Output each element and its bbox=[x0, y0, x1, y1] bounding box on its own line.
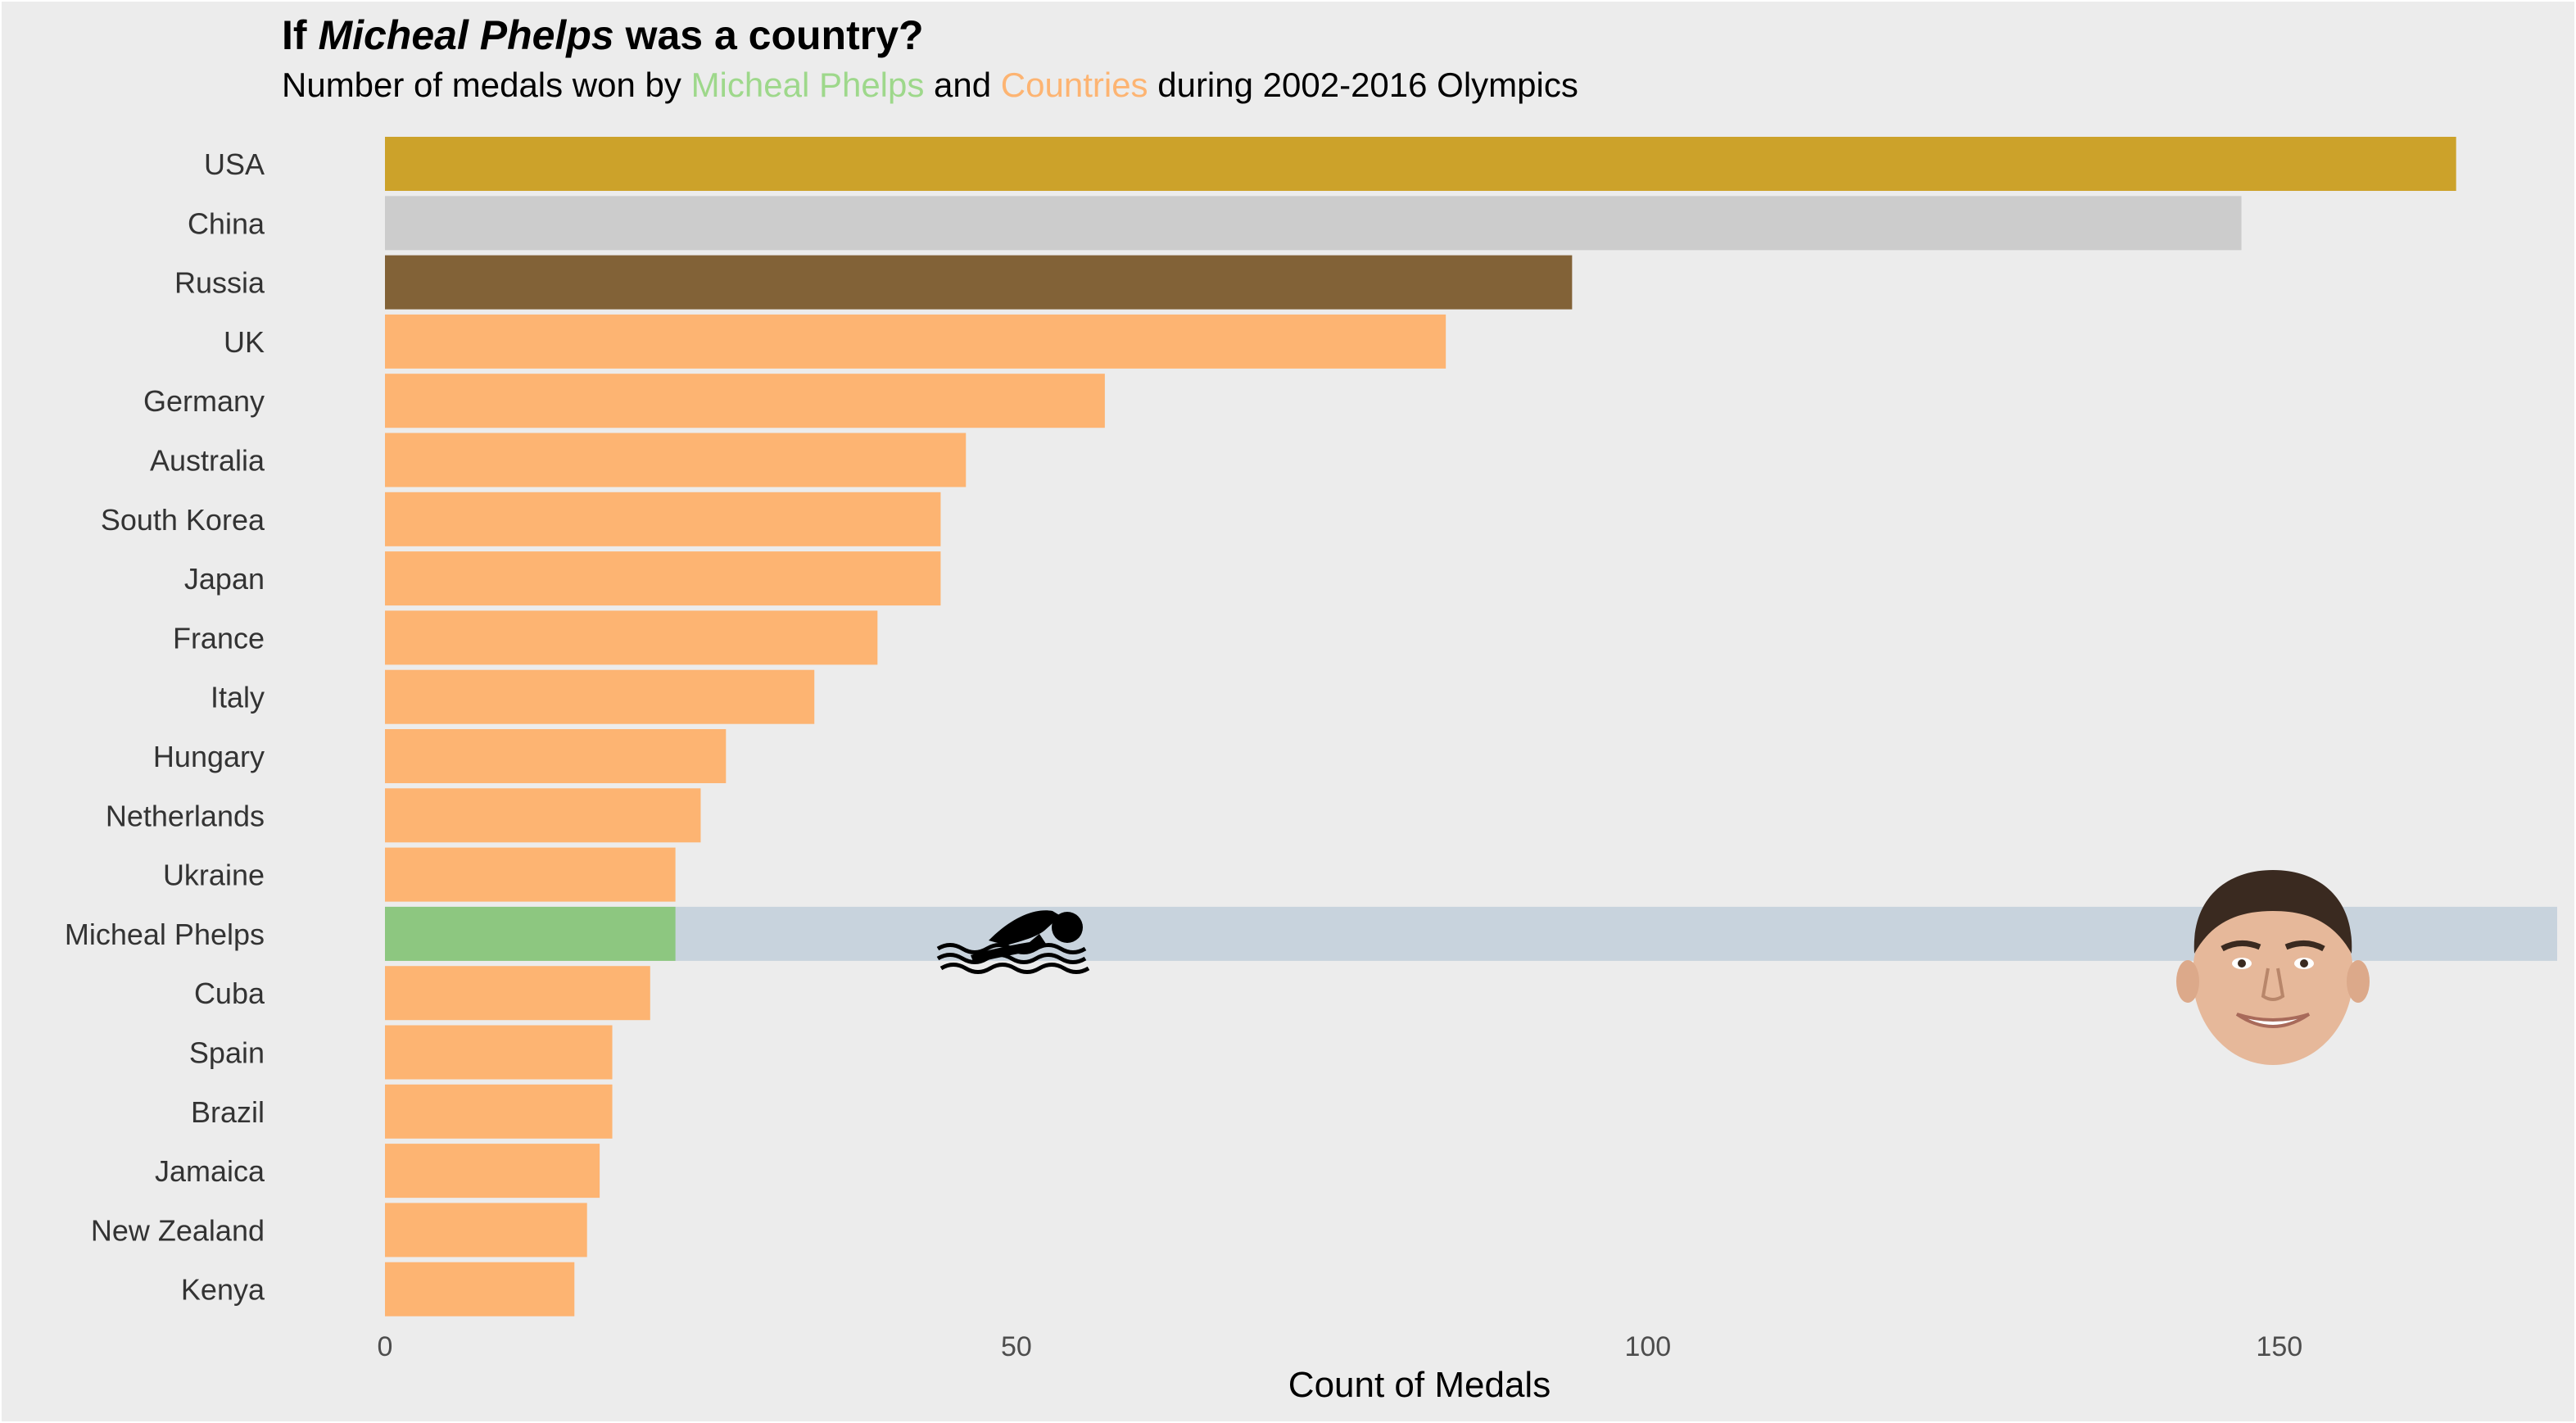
category-label-japan: Japan bbox=[184, 562, 265, 596]
category-label-australia: Australia bbox=[150, 444, 265, 478]
category-label-ukraine: Ukraine bbox=[163, 859, 265, 892]
category-label-kenya: Kenya bbox=[181, 1273, 265, 1307]
title-emphasis: Micheal Phelps bbox=[318, 12, 614, 58]
category-label-spain: Spain bbox=[189, 1036, 265, 1070]
bar-jamaica bbox=[385, 1144, 600, 1199]
bar-kenya bbox=[385, 1262, 575, 1317]
bar-micheal-phelps bbox=[385, 906, 676, 961]
x-tick-150: 150 bbox=[2256, 1331, 2302, 1362]
chart-title: If Micheal Phelps was a country? bbox=[282, 11, 924, 59]
category-label-france: France bbox=[173, 621, 265, 655]
subtitle-part1: Number of medals won by bbox=[282, 66, 691, 104]
bar-ukraine bbox=[385, 847, 676, 902]
bar-netherlands bbox=[385, 788, 701, 843]
bar-new-zealand bbox=[385, 1203, 587, 1258]
bar-brazil bbox=[385, 1084, 613, 1139]
category-labels: USA China Russia UK Germany Australia South Ko… bbox=[65, 147, 265, 1307]
bar-russia bbox=[385, 255, 1573, 310]
category-label-micheal-phelps: Micheal Phelps bbox=[65, 918, 265, 951]
subtitle-highlight-countries: Countries bbox=[1000, 66, 1148, 104]
category-label-china: China bbox=[188, 206, 265, 240]
title-suffix: was a country? bbox=[613, 12, 924, 58]
title-prefix: If bbox=[282, 12, 319, 58]
x-tick-0: 0 bbox=[378, 1331, 393, 1362]
bar-uk bbox=[385, 314, 1446, 369]
bar-cuba bbox=[385, 966, 650, 1021]
phelps-face-icon bbox=[2176, 870, 2370, 1065]
subtitle-part2: and bbox=[924, 66, 1001, 104]
bar-japan bbox=[385, 551, 941, 606]
bar-australia bbox=[385, 433, 967, 487]
bar-germany bbox=[385, 374, 1105, 428]
x-axis-label: Count of Medals bbox=[1288, 1365, 1551, 1405]
bar-south-korea bbox=[385, 492, 941, 546]
x-tick-100: 100 bbox=[1624, 1331, 1671, 1362]
category-label-south-korea: South Korea bbox=[101, 503, 265, 537]
x-tick-labels: 0 50 100 150 bbox=[378, 1331, 2303, 1362]
category-label-italy: Italy bbox=[211, 681, 265, 714]
category-label-brazil: Brazil bbox=[191, 1095, 265, 1129]
subtitle-highlight-phelps: Micheal Phelps bbox=[690, 66, 925, 104]
category-label-russia: Russia bbox=[174, 266, 265, 300]
bar-spain bbox=[385, 1025, 613, 1080]
subtitle-part3: during 2002-2016 Olympics bbox=[1148, 66, 1578, 104]
bar-usa bbox=[385, 137, 2456, 191]
bars bbox=[385, 137, 2456, 1317]
category-label-cuba: Cuba bbox=[194, 977, 265, 1010]
category-label-new-zealand: New Zealand bbox=[91, 1213, 265, 1247]
x-tick-50: 50 bbox=[1001, 1331, 1032, 1362]
bar-hungary bbox=[385, 729, 727, 783]
chart-subtitle: Number of medals won by Micheal Phelps a… bbox=[282, 66, 1578, 105]
category-label-usa: USA bbox=[204, 147, 265, 181]
category-label-hungary: Hungary bbox=[153, 740, 265, 773]
category-label-uk: UK bbox=[224, 325, 265, 359]
bar-china bbox=[385, 196, 2242, 251]
bar-france bbox=[385, 610, 878, 665]
swimmer-icon bbox=[936, 910, 1090, 974]
category-label-germany: Germany bbox=[143, 384, 265, 418]
category-label-netherlands: Netherlands bbox=[106, 799, 265, 832]
bar-italy bbox=[385, 669, 815, 724]
category-label-jamaica: Jamaica bbox=[155, 1154, 265, 1188]
